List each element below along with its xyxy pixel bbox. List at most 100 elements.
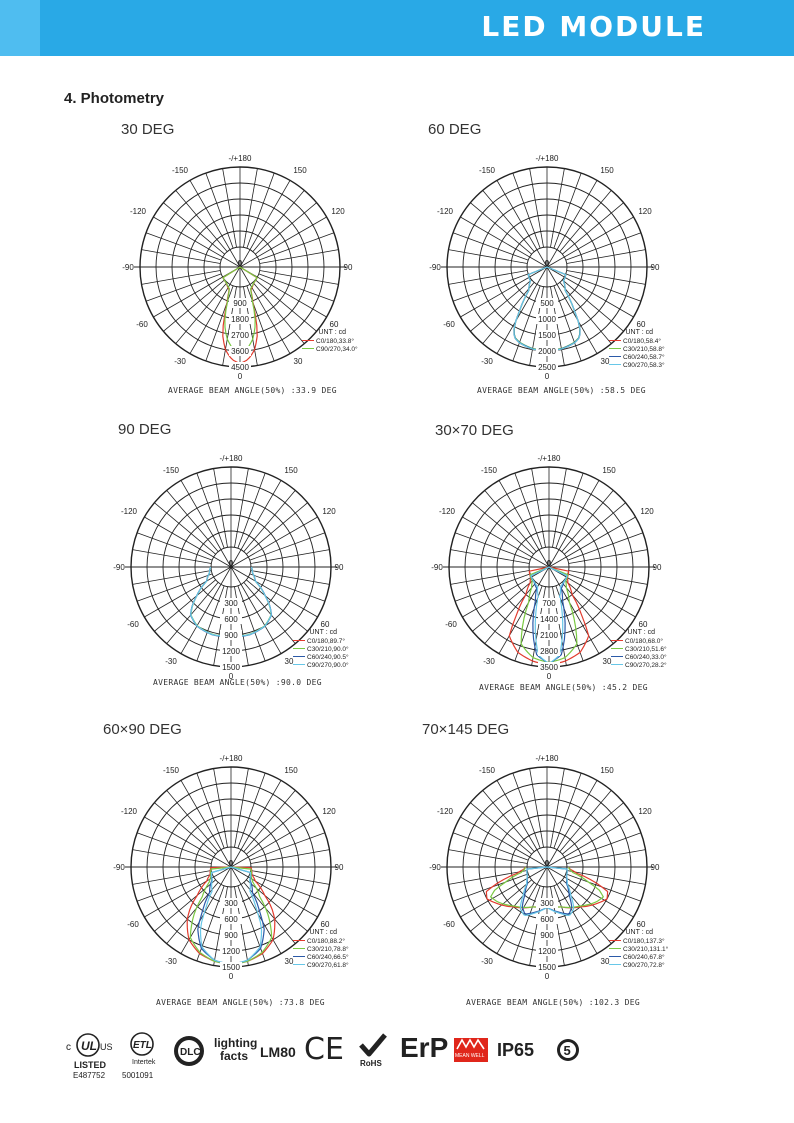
grid-spoke: [250, 549, 330, 564]
grid-spoke: [243, 582, 296, 644]
grid-spoke: [462, 566, 550, 618]
ul-listed-label: LISTED: [74, 1060, 107, 1070]
radial-tick-label: 1400: [540, 615, 558, 624]
grid-spoke: [482, 282, 535, 344]
grid-spoke: [482, 790, 535, 852]
grid-spoke: [496, 180, 548, 268]
legend-entry: C30/210,90.0°: [307, 645, 349, 653]
radial-tick-label: 2100: [540, 631, 558, 640]
grid-spoke: [246, 802, 308, 855]
angle-label-150: 150: [284, 466, 298, 475]
unit-label: UNT : cd: [310, 929, 338, 936]
grid-spoke: [555, 472, 584, 549]
grid-spoke: [546, 266, 634, 318]
tick-label-bg: [538, 646, 560, 656]
chart-legend: UNT : cdC0/180,68.0°C30/210,51.6°C60/240…: [611, 629, 667, 669]
section-title: 4. Photometry: [64, 90, 165, 107]
grid-spoke: [514, 472, 543, 549]
polar-grid: [125, 466, 337, 668]
grid-spoke: [568, 570, 648, 585]
radial-tick-label: 4500: [231, 363, 249, 372]
grid-spoke: [470, 279, 532, 332]
grid-spoke: [136, 532, 213, 561]
angle-label-150: 150: [600, 166, 614, 175]
grid-spoke: [452, 832, 529, 861]
grid-spoke: [145, 232, 222, 261]
grid-spoke: [249, 573, 326, 602]
chart-title-90deg: 90 DEG: [118, 421, 172, 438]
radial-tick-label: 3600: [231, 347, 249, 356]
header-bar: LED MODULE: [0, 0, 794, 56]
grid-spoke: [258, 273, 335, 302]
angle-label-m90: -90: [431, 563, 443, 572]
grid-spoke: [250, 570, 330, 585]
tick-label-bg: [536, 298, 558, 308]
grid-spoke: [562, 802, 624, 855]
radial-tick-label: 2500: [538, 363, 556, 372]
polar-chart-60x90deg: -/+180-150 150-120 120-90 90-60 60-30 3000300…: [113, 754, 349, 981]
grid-spoke: [196, 585, 225, 662]
grid-spoke: [205, 172, 234, 249]
tick-label-bg: [536, 946, 558, 956]
grid-spoke: [553, 172, 582, 249]
unit-label: UNT : cd: [626, 329, 654, 336]
grid-spoke: [548, 566, 636, 618]
angle-label-m60: -60: [443, 920, 455, 929]
angle-label-60: 60: [330, 320, 339, 329]
angle-label-0: 0: [545, 372, 550, 381]
grid-spoke: [189, 180, 241, 268]
grid-spoke: [136, 573, 213, 602]
tick-label-bg: [229, 362, 251, 372]
grid-spoke: [237, 585, 266, 662]
angle-label-150: 150: [293, 166, 307, 175]
grid-spoke: [565, 273, 642, 302]
tick-label-bg: [229, 314, 251, 324]
grid-spoke: [230, 780, 282, 868]
grid-spoke: [462, 516, 550, 568]
angle-label-m30: -30: [165, 657, 177, 666]
grid-spoke: [562, 879, 624, 932]
grid-spoke: [180, 780, 232, 868]
grid-spoke: [237, 472, 266, 549]
angle-label-m120: -120: [121, 507, 138, 516]
grid-spoke: [566, 249, 646, 264]
radial-tick-label: 1500: [538, 331, 556, 340]
chart-title-30x70deg: 30×70 DEG: [435, 422, 514, 439]
grid-spoke: [529, 168, 544, 248]
angle-label-60: 60: [321, 620, 330, 629]
angle-label-m150: -150: [479, 166, 496, 175]
grid-spoke: [259, 270, 339, 285]
grid-spoke: [163, 279, 225, 332]
grid-spoke: [213, 468, 228, 548]
grid-spoke: [255, 202, 317, 255]
grid-spoke: [249, 873, 326, 902]
tick-label-bg: [220, 614, 242, 624]
beam-angle-30deg: AVERAGE BEAM ANGLE(50%) :33.9 DEG: [168, 386, 337, 395]
beam-angle-30x70deg: AVERAGE BEAM ANGLE(50%) :45.2 DEG: [479, 683, 648, 692]
grid-spoke: [258, 232, 335, 261]
grid-spoke: [548, 566, 600, 654]
grid-spoke: [559, 190, 612, 252]
grid-spoke: [564, 579, 626, 632]
legend-entry: C30/210,58.8°: [623, 345, 665, 353]
grid-spoke: [568, 549, 648, 564]
grid-spoke: [239, 180, 291, 268]
polar-chart-30deg: -/+180 -150 150 -120 120 -90 90 -60 60 -30 30 0 0 900…: [122, 154, 358, 381]
grid-spoke: [144, 816, 232, 868]
radial-tick-label: 600: [224, 615, 238, 624]
angle-label-m90: -90: [113, 563, 125, 572]
grid-spoke: [252, 282, 305, 344]
grid-spoke: [230, 866, 318, 918]
grid-spoke: [230, 816, 318, 868]
legend-entry: C0/180,58.4°: [623, 337, 661, 345]
angle-label-180: -/+180: [220, 754, 243, 763]
grid-spoke: [222, 168, 237, 248]
grid-spoke: [243, 790, 296, 852]
grid-spoke: [448, 870, 528, 885]
angle-label-30: 30: [603, 657, 612, 666]
tick-label-bg: [538, 598, 560, 608]
grid-spoke: [154, 502, 216, 555]
unit-label: UNT : cd: [319, 329, 347, 336]
grid-spoke: [496, 780, 548, 868]
